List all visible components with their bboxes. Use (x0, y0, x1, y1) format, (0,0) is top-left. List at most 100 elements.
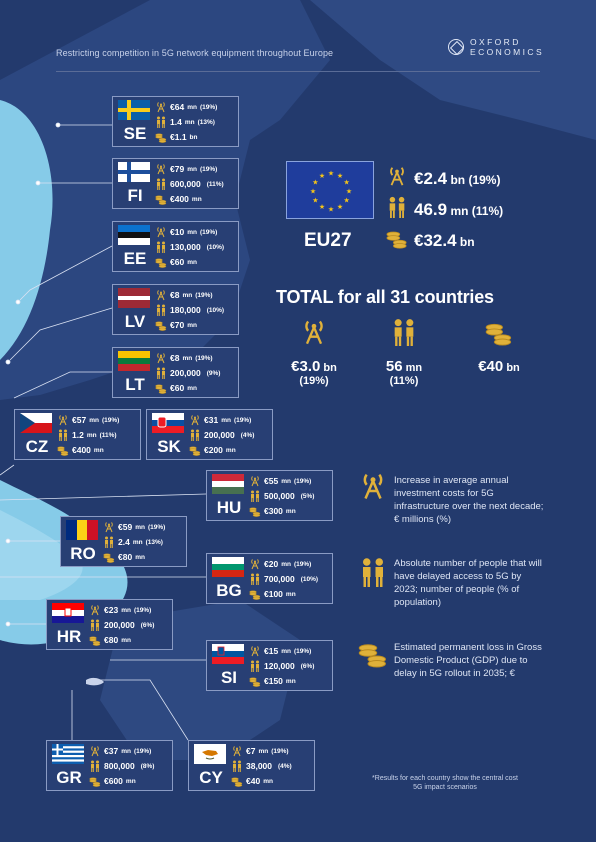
investment-pct: (19%) (195, 355, 212, 362)
gdp-unit: mn (187, 385, 197, 392)
eu-flag: ★ ★ ★ ★ ★ ★ ★ ★ ★ ★ ★ ★ (286, 161, 374, 219)
people-row: 38,000 (4%) (231, 760, 292, 772)
country-code: SE (118, 124, 152, 144)
antenna-icon (249, 558, 261, 570)
people-value: 38,000 (246, 761, 272, 771)
footnote: *Results for each country show the centr… (370, 774, 520, 792)
people-pct: (10%) (207, 244, 224, 251)
country-card-lv: LV €8 mn (19%) 180,000 (10%) €70 mn (112, 284, 239, 335)
eu-star-icon: ★ (319, 203, 325, 211)
investment-unit: mn (187, 104, 197, 111)
investment-unit: mn (182, 355, 192, 362)
people-row: 200,000 (6%) (89, 619, 154, 631)
gdp-row: €80 mn (89, 634, 131, 646)
people-value: 200,000 (170, 368, 201, 378)
people-icon (231, 760, 243, 772)
coins-icon (386, 226, 408, 255)
investment-pct: (19%) (102, 417, 119, 424)
eu-star-icon: ★ (312, 179, 318, 187)
eu-star-icon: ★ (310, 188, 316, 196)
country-card-lt: LT €8 mn (19%) 200,000 (9%) €60 mn (112, 347, 239, 398)
gdp-value: €150 (264, 676, 283, 686)
people-value: 1.2 (72, 430, 84, 440)
people-value: 130,000 (170, 242, 201, 252)
coins-icon (57, 444, 69, 456)
country-code: GR (52, 768, 86, 788)
antenna-icon (155, 226, 167, 238)
total-people: 56 mn (11%) (369, 317, 439, 387)
gdp-row: €60 mn (155, 256, 197, 268)
greece-flag (52, 744, 84, 764)
investment-value: €31 (204, 415, 218, 425)
investment-pct: (19%) (234, 417, 251, 424)
people-icon (155, 241, 167, 253)
people-icon (89, 619, 101, 631)
people-pct: (6%) (301, 663, 315, 670)
country-card-ro: RO €59 mn (19%) 2.4 mn (13%) €80 mn (60, 516, 187, 567)
investment-row: €15 mn (19%) (249, 645, 311, 657)
legend-people: Absolute number of people that will have… (394, 557, 544, 609)
people-pct: (10%) (207, 307, 224, 314)
antenna-icon (249, 475, 261, 487)
antenna-icon (155, 289, 167, 301)
investment-unit: mn (135, 524, 145, 531)
eu27-gdp: €32.4 bn (386, 226, 475, 255)
investment-row: €59 mn (19%) (103, 521, 165, 533)
eu27-investment-pct: (19%) (468, 173, 500, 187)
country-card-gr: GR €37 mn (19%) 800,000 (8%) €600 mn (46, 740, 173, 791)
people-pct: (8%) (141, 763, 155, 770)
coins-icon (485, 317, 513, 347)
country-code: FI (118, 186, 152, 206)
investment-value: €8 (170, 353, 179, 363)
investment-unit: mn (89, 417, 99, 424)
eu-star-icon: ★ (343, 179, 349, 187)
gdp-value: €100 (264, 589, 283, 599)
total-gdp: €40 bn (464, 317, 534, 375)
eu-stars: ★ ★★★★★★★★★★★ (287, 162, 375, 220)
gdp-value: €80 (118, 552, 132, 562)
coins-icon (155, 319, 167, 331)
antenna-icon (386, 164, 408, 193)
investment-row: €55 mn (19%) (249, 475, 311, 487)
eu27-investment-unit: bn (450, 173, 465, 187)
people-unit: mn (185, 119, 195, 126)
bulgaria-flag (212, 557, 244, 577)
country-card-sk: SK €31 mn (19%) 200,000 (4%) €200 mn (146, 409, 273, 460)
people-row: 1.2 mn (11%) (57, 429, 117, 441)
eu27-people: 46.9 mn (11%) (386, 195, 503, 224)
coins-icon (155, 193, 167, 205)
logo-line-2: ECONOMICS (470, 47, 544, 57)
people-pct: (5%) (301, 493, 315, 500)
antenna-icon (89, 604, 101, 616)
coins-icon (249, 675, 261, 687)
people-value: 120,000 (264, 661, 295, 671)
investment-unit: mn (187, 229, 197, 236)
gdp-value: €60 (170, 257, 184, 267)
antenna-icon (155, 163, 167, 175)
coins-icon (358, 637, 388, 669)
total-investment: €3.0 bn (19%) (279, 317, 349, 387)
hungary-flag (212, 474, 244, 494)
page-title: Restricting competition in 5G network eq… (56, 48, 333, 58)
header-divider (56, 71, 540, 72)
investment-row: €23 mn (19%) (89, 604, 151, 616)
investment-value: €59 (118, 522, 132, 532)
gdp-unit: mn (286, 591, 296, 598)
gdp-unit: mn (286, 508, 296, 515)
people-row: 120,000 (6%) (249, 660, 314, 672)
people-icon (89, 760, 101, 772)
country-code: HU (212, 498, 246, 518)
coins-icon (249, 505, 261, 517)
antenna-icon (300, 317, 328, 347)
legend-investment: Increase in average annual investment co… (394, 474, 544, 526)
gdp-unit: mn (94, 447, 104, 454)
eu27-gdp-unit: bn (460, 235, 475, 249)
country-card-cy: CY €7 mn (19%) 38,000 (4%) €40 mn (188, 740, 315, 791)
investment-row: €57 mn (19%) (57, 414, 119, 426)
investment-unit: mn (187, 166, 197, 173)
gdp-unit: mn (286, 678, 296, 685)
country-code: CY (194, 768, 228, 788)
gdp-row: €200 mn (189, 444, 236, 456)
coins-icon (155, 131, 167, 143)
